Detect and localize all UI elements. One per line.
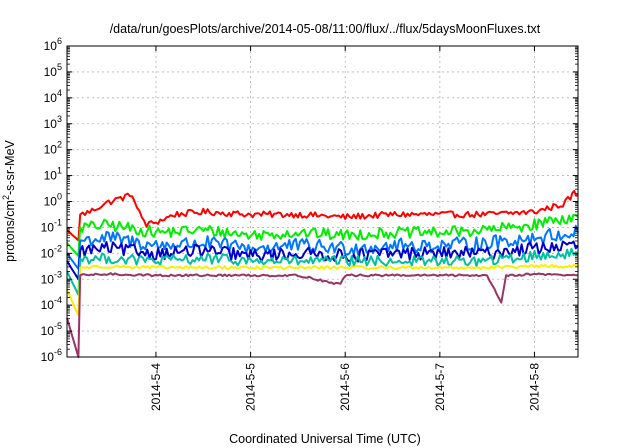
series-line [66,272,579,358]
y-axis-label-sup: 2 [1,195,11,200]
y-tick-label: 10-2 [41,243,62,260]
gridlines [67,46,578,357]
x-axis-label: Coordinated Universal Time (UTC) [229,432,421,446]
y-axis-label: protons/cm2-s-sr-MeV [1,139,17,261]
chart-title: /data/run/goesPlots/archive/2014-05-08/1… [110,22,541,36]
y-axis-ticks: 10-6 10-5 10-4 10-3 10-2 10-1 100 101 102 103 104 1… [41,36,578,364]
series-lines [66,189,579,358]
y-tick-label: 10-3 [41,269,62,286]
x-tick-label: 2014-5-7 [433,363,447,411]
y-tick-label: 10-4 [41,295,62,312]
series-line [66,189,579,242]
y-axis-label-rest: -s-sr-MeV [3,139,17,195]
series-line [66,263,579,317]
series-line [66,224,579,270]
x-tick-label: 2014-5-6 [338,363,352,411]
y-tick-label: 101 [44,166,62,183]
x-tick-label: 2014-5-4 [149,363,163,411]
x-tick-label: 2014-5-5 [244,363,258,411]
y-tick-label: 100 [44,192,62,209]
y-tick-label: 10-5 [41,321,62,338]
series-line [66,213,579,257]
y-tick-label: 10-1 [41,217,62,234]
y-tick-label: 102 [44,140,62,157]
x-axis-ticks: 2014-5-4 2014-5-5 2014-5-6 2014-5-7 2014-5-8 [149,46,541,411]
y-tick-label: 10-6 [41,347,62,364]
y-tick-label: 106 [44,36,62,53]
y-axis-label-base: protons/cm [3,200,17,262]
y-tick-label: 104 [44,88,62,105]
x-tick-label: 2014-5-8 [527,363,541,411]
y-tick-label: 105 [44,62,62,79]
series-line [66,247,579,296]
y-tick-label: 103 [44,114,62,131]
